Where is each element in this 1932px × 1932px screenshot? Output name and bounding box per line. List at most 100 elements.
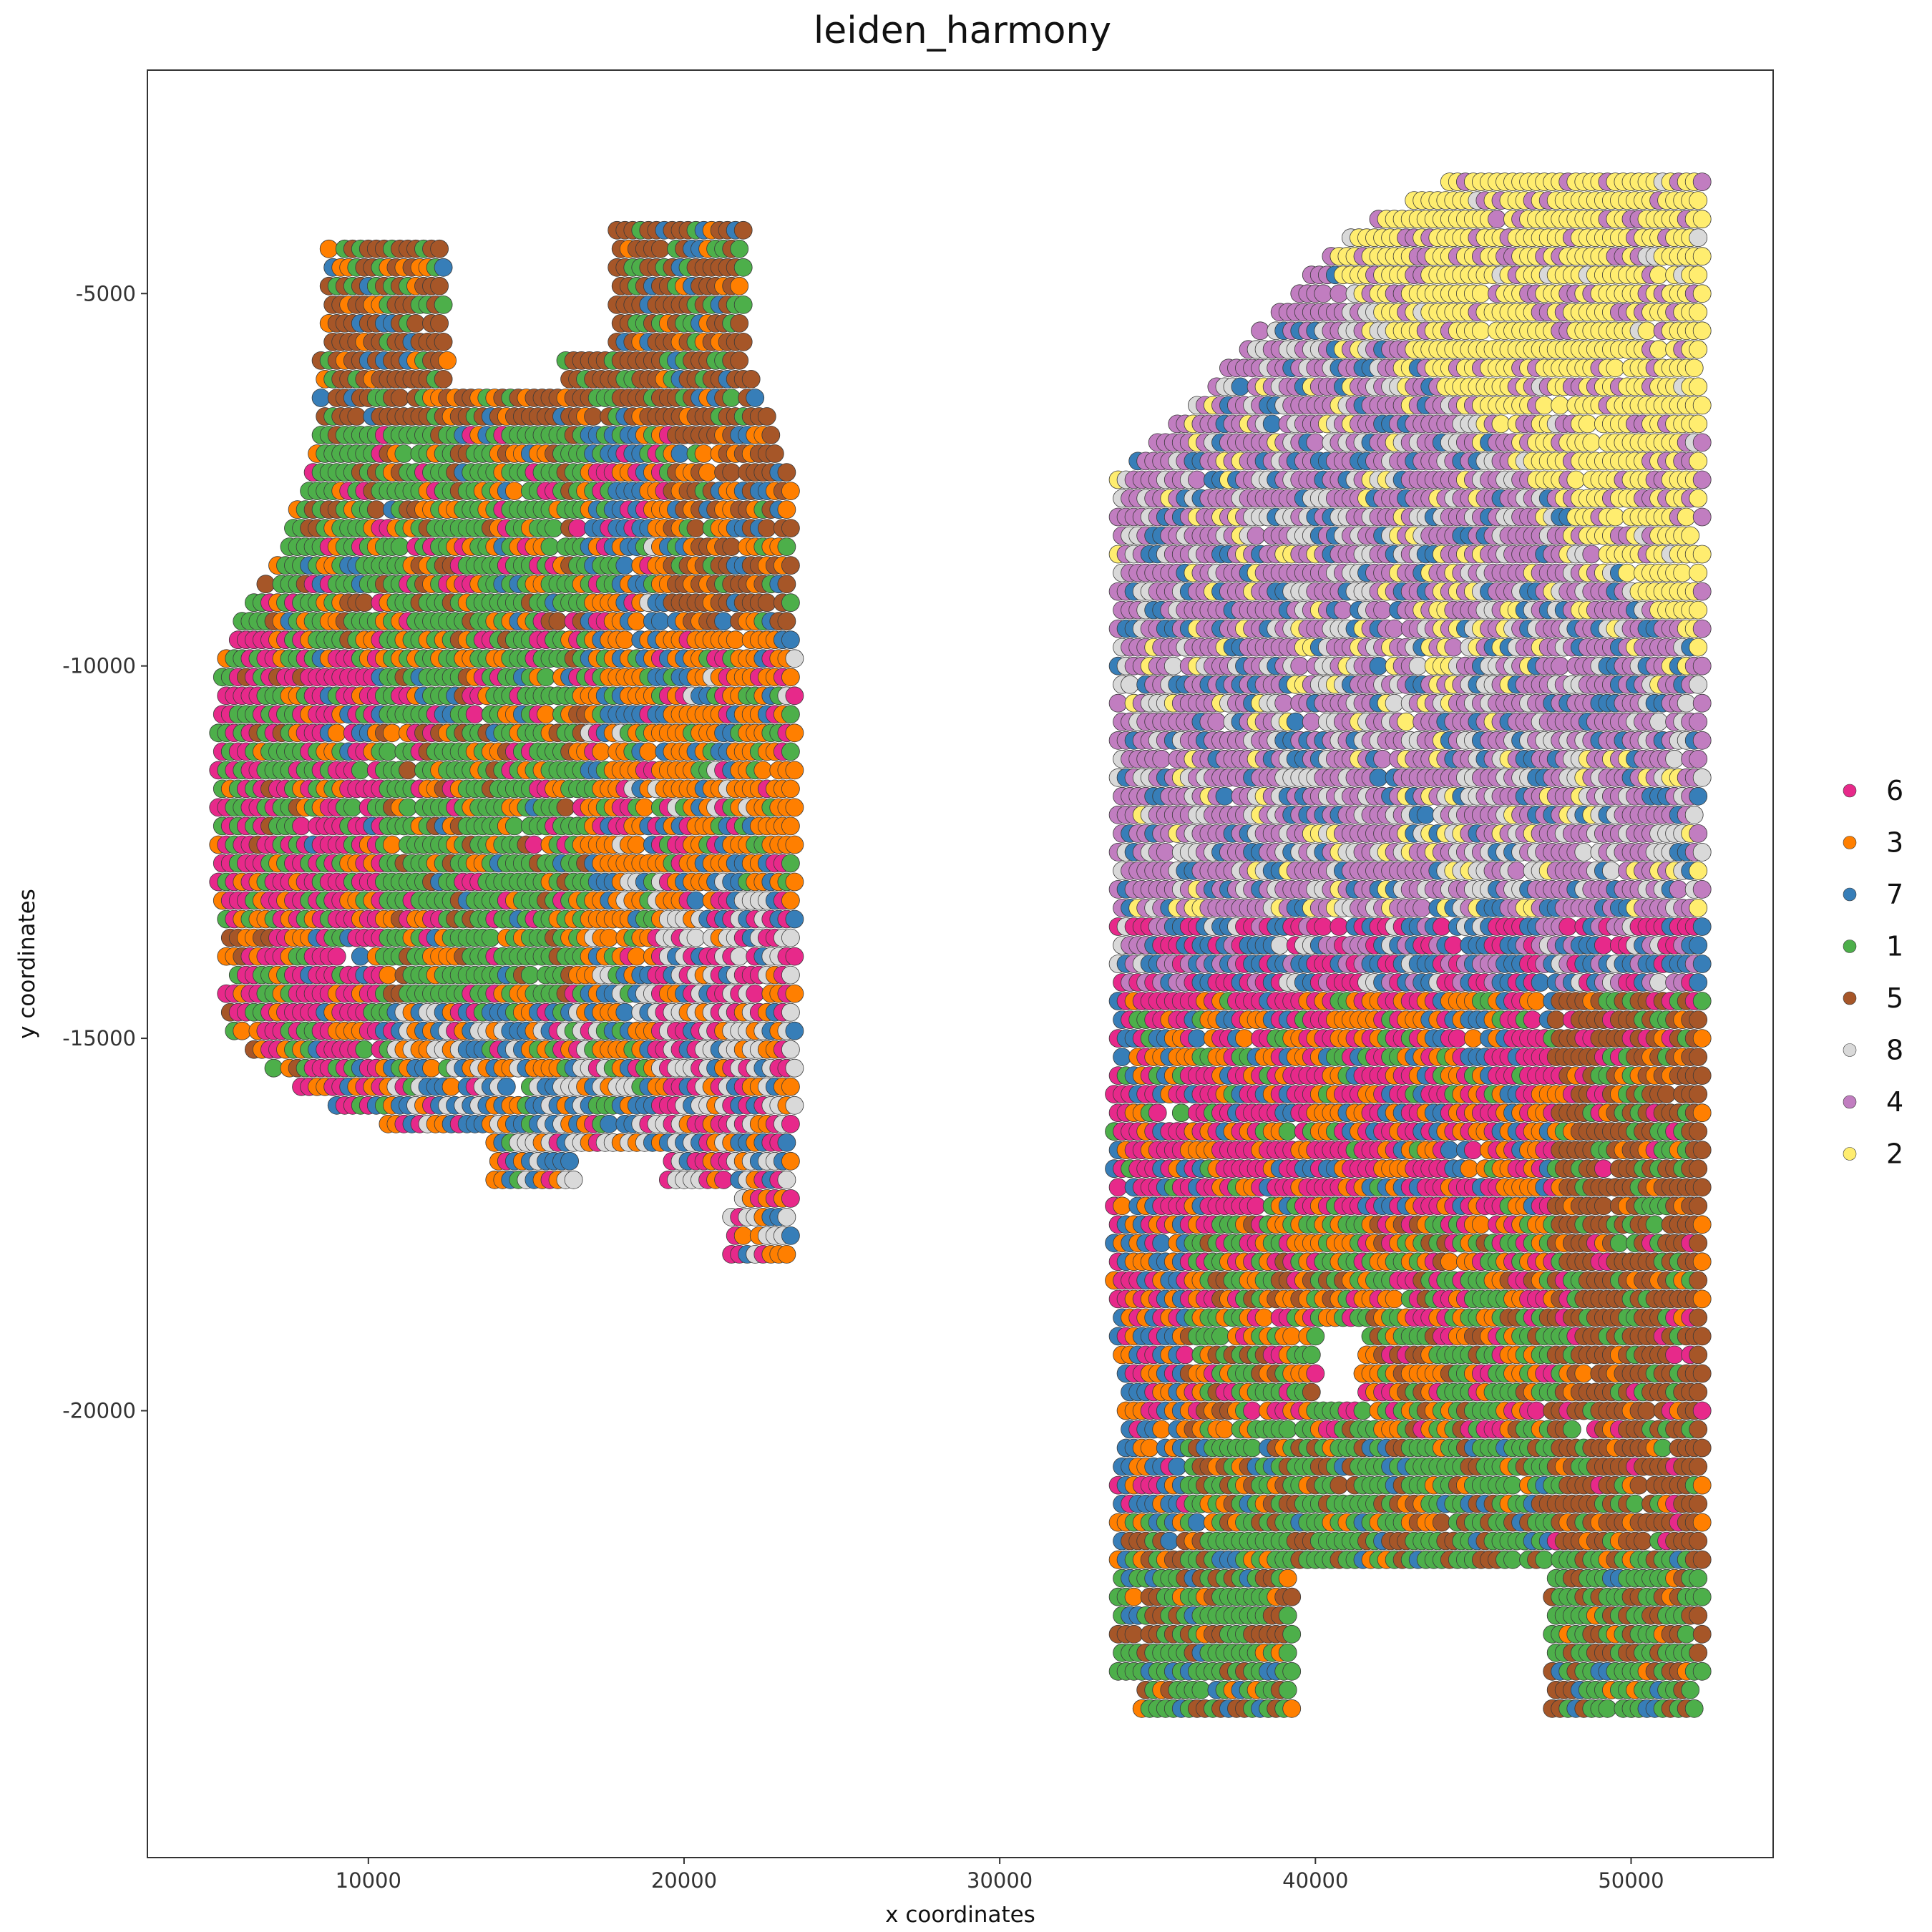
spot [781,965,800,985]
spot [781,1114,800,1133]
spot [1677,693,1696,713]
spot [1606,507,1625,527]
spot [781,816,800,836]
spot [753,761,773,780]
spot [568,519,587,537]
spot [1551,656,1570,675]
spot [584,407,602,426]
spot [1582,545,1601,564]
spot [1689,414,1708,434]
spot [777,537,796,556]
spot [537,668,555,687]
spot [560,1151,579,1171]
spot [785,835,804,854]
spot [785,984,804,1003]
spot [592,742,611,761]
spot [1692,321,1712,341]
spot [1535,396,1554,415]
left-tissue-spots [209,220,804,1264]
spot [785,1058,804,1078]
spot [670,444,690,463]
spot [399,798,417,817]
spot [1618,563,1636,582]
spot [1306,433,1325,452]
spot [730,351,749,370]
spot [635,798,654,817]
spot [730,239,749,258]
spot [746,389,765,407]
spot [355,1040,374,1059]
spot [233,1021,252,1040]
spot [781,1151,800,1171]
spot [781,1226,800,1245]
spot [292,816,311,836]
spot [383,835,401,854]
spot [777,1245,796,1264]
spot [1689,675,1708,694]
spot [1471,321,1491,341]
spot [1286,712,1305,731]
spot [781,779,800,799]
spot [1397,712,1415,731]
spot [627,947,646,966]
spot [1649,340,1669,359]
spot [1637,321,1657,341]
spot [1689,489,1708,508]
spot [781,556,800,575]
spot [391,537,409,556]
spot [1689,303,1708,322]
spot [781,742,800,761]
spot [1262,414,1282,434]
spot [722,389,741,407]
spot [781,482,800,500]
spot [1689,340,1708,359]
spot [1692,693,1712,713]
spot [726,630,745,650]
spot [347,407,366,426]
spot [600,1114,619,1133]
spot [1692,470,1712,489]
spot [781,928,800,947]
spot [1334,600,1352,620]
spot [785,798,804,817]
spot [781,668,800,687]
spot [1692,433,1712,452]
spot [777,612,796,631]
spot [465,705,484,724]
spot [733,332,753,351]
spot [327,947,346,966]
spot [355,593,374,613]
plot-area [209,172,1712,1718]
spot [785,761,804,780]
spot [366,500,386,519]
spot [757,519,776,537]
spot [1689,563,1708,582]
spot [761,426,781,444]
spot [434,370,453,389]
spot [1251,321,1269,341]
chart-title: leiden_harmony [814,9,1111,52]
spot [1692,284,1712,303]
spot [1689,228,1708,248]
spot [1488,210,1506,229]
spot [383,723,401,743]
spot [781,705,800,724]
spot [781,593,800,613]
spot [686,519,706,537]
spot [256,575,275,594]
spot [545,519,563,537]
spot [1692,507,1712,527]
spot [1290,656,1309,675]
spot [1692,172,1712,192]
spot [1689,712,1708,731]
spot [399,761,417,780]
spot [1471,284,1491,303]
spot [406,313,425,333]
spot [311,389,331,407]
spot [757,593,776,613]
spot [1444,638,1463,657]
spot [686,891,706,910]
spot [741,370,761,389]
spot [1385,693,1404,713]
